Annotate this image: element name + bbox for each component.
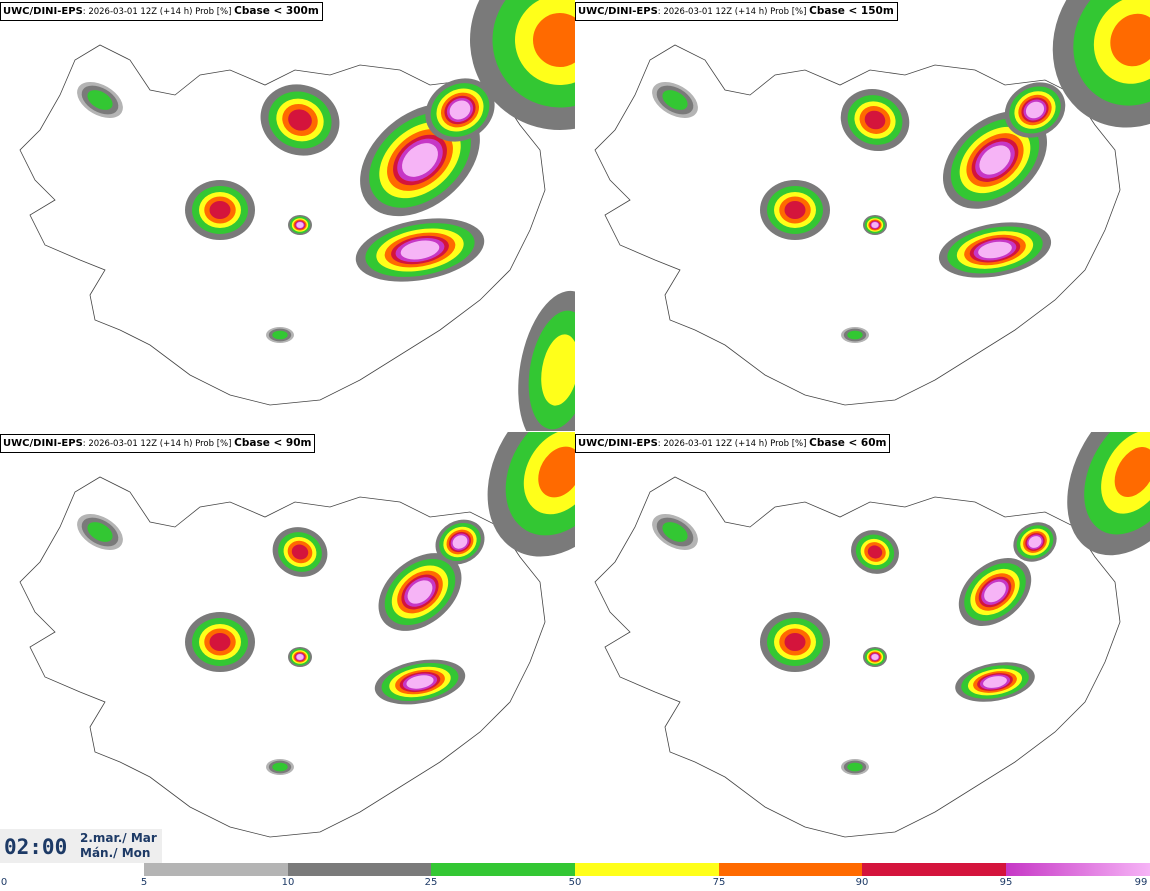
scale-tick: 75 <box>712 877 726 888</box>
probability-contour <box>867 545 883 559</box>
probability-contour <box>449 100 471 120</box>
probability-contour <box>209 201 231 219</box>
scale-tick: 25 <box>424 877 438 888</box>
probability-contour <box>978 241 1012 259</box>
scale-segment-75-90 <box>719 863 862 876</box>
probability-contour <box>541 334 575 406</box>
scale-segment-95-99 <box>1006 863 1150 876</box>
probability-contour <box>291 544 309 560</box>
scale-segment-10-25 <box>288 863 431 876</box>
probability-contour <box>87 90 113 110</box>
probability-contour <box>296 222 304 228</box>
probability-contour <box>209 633 231 651</box>
probability-contour <box>983 676 1007 688</box>
probability-contour <box>452 535 468 549</box>
map-panel-90m: UWC/DINI-EPS: 2026-03-01 12Z (+14 h) Pro… <box>0 432 575 863</box>
probability-contour <box>784 201 806 219</box>
probability-contour <box>1114 447 1150 497</box>
probability-contour <box>1028 536 1042 548</box>
probability-map <box>19 0 575 431</box>
valid-time-box: 02:00 2.mar./ Mar Mán./ Mon <box>0 829 162 867</box>
probability-contour <box>1110 13 1150 67</box>
scale-segment-90-95 <box>862 863 1006 876</box>
valid-time-hour: 02:00 <box>4 835 68 859</box>
panel-title: UWC/DINI-EPS: 2026-03-01 12Z (+14 h) Pro… <box>0 2 323 21</box>
probability-map <box>594 432 1150 838</box>
valid-date: 2.mar./ Mar <box>80 831 157 845</box>
scale-tick: 0 <box>0 877 8 888</box>
probability-contour <box>296 654 304 660</box>
color-scale-bar: 0 5 10 25 50 75 90 95 99 <box>0 863 1150 891</box>
probability-contour <box>1025 101 1045 119</box>
probability-contour <box>400 240 440 260</box>
scale-tick: 10 <box>281 877 295 888</box>
probability-contour <box>871 222 879 228</box>
probability-contour <box>406 675 434 689</box>
panel-title: UWC/DINI-EPS: 2026-03-01 12Z (+14 h) Pro… <box>0 434 316 453</box>
scale-tick: 50 <box>568 877 582 888</box>
probability-contour <box>864 110 886 130</box>
probability-map <box>594 0 1150 406</box>
scale-tick: 5 <box>140 877 148 888</box>
scale-tick: 99 <box>1134 877 1148 888</box>
scale-segment-25-50 <box>431 863 575 876</box>
probability-contour <box>871 654 879 660</box>
probability-contour <box>847 330 863 340</box>
probability-contour <box>288 109 312 131</box>
scale-segment-50-75 <box>575 863 719 876</box>
scale-segment-0-5 <box>0 863 144 876</box>
probability-contour <box>402 143 438 177</box>
map-panel-150m: UWC/DINI-EPS: 2026-03-01 12Z (+14 h) Pro… <box>575 0 1150 431</box>
panel-title: UWC/DINI-EPS: 2026-03-01 12Z (+14 h) Pro… <box>575 2 898 21</box>
probability-contour <box>272 762 288 772</box>
probability-contour <box>662 90 688 110</box>
panel-title: UWC/DINI-EPS: 2026-03-01 12Z (+14 h) Pro… <box>575 434 891 453</box>
probability-contour <box>538 446 575 498</box>
probability-contour <box>87 522 113 542</box>
probability-contour <box>533 13 575 67</box>
map-panel-60m: UWC/DINI-EPS: 2026-03-01 12Z (+14 h) Pro… <box>575 432 1150 863</box>
probability-contour <box>979 145 1011 175</box>
map-panel-300m: UWC/DINI-EPS: 2026-03-01 12Z (+14 h) Pro… <box>0 0 575 431</box>
probability-map <box>19 432 575 838</box>
probability-contour <box>784 633 806 651</box>
scale-tick: 95 <box>999 877 1013 888</box>
probability-contour <box>272 330 288 340</box>
valid-weekday: Mán./ Mon <box>80 846 151 860</box>
probability-contour <box>847 762 863 772</box>
scale-tick: 90 <box>855 877 869 888</box>
probability-contour <box>984 581 1006 603</box>
probability-contour <box>662 522 688 542</box>
scale-segment-5-10 <box>144 863 288 876</box>
probability-contour <box>407 580 433 604</box>
